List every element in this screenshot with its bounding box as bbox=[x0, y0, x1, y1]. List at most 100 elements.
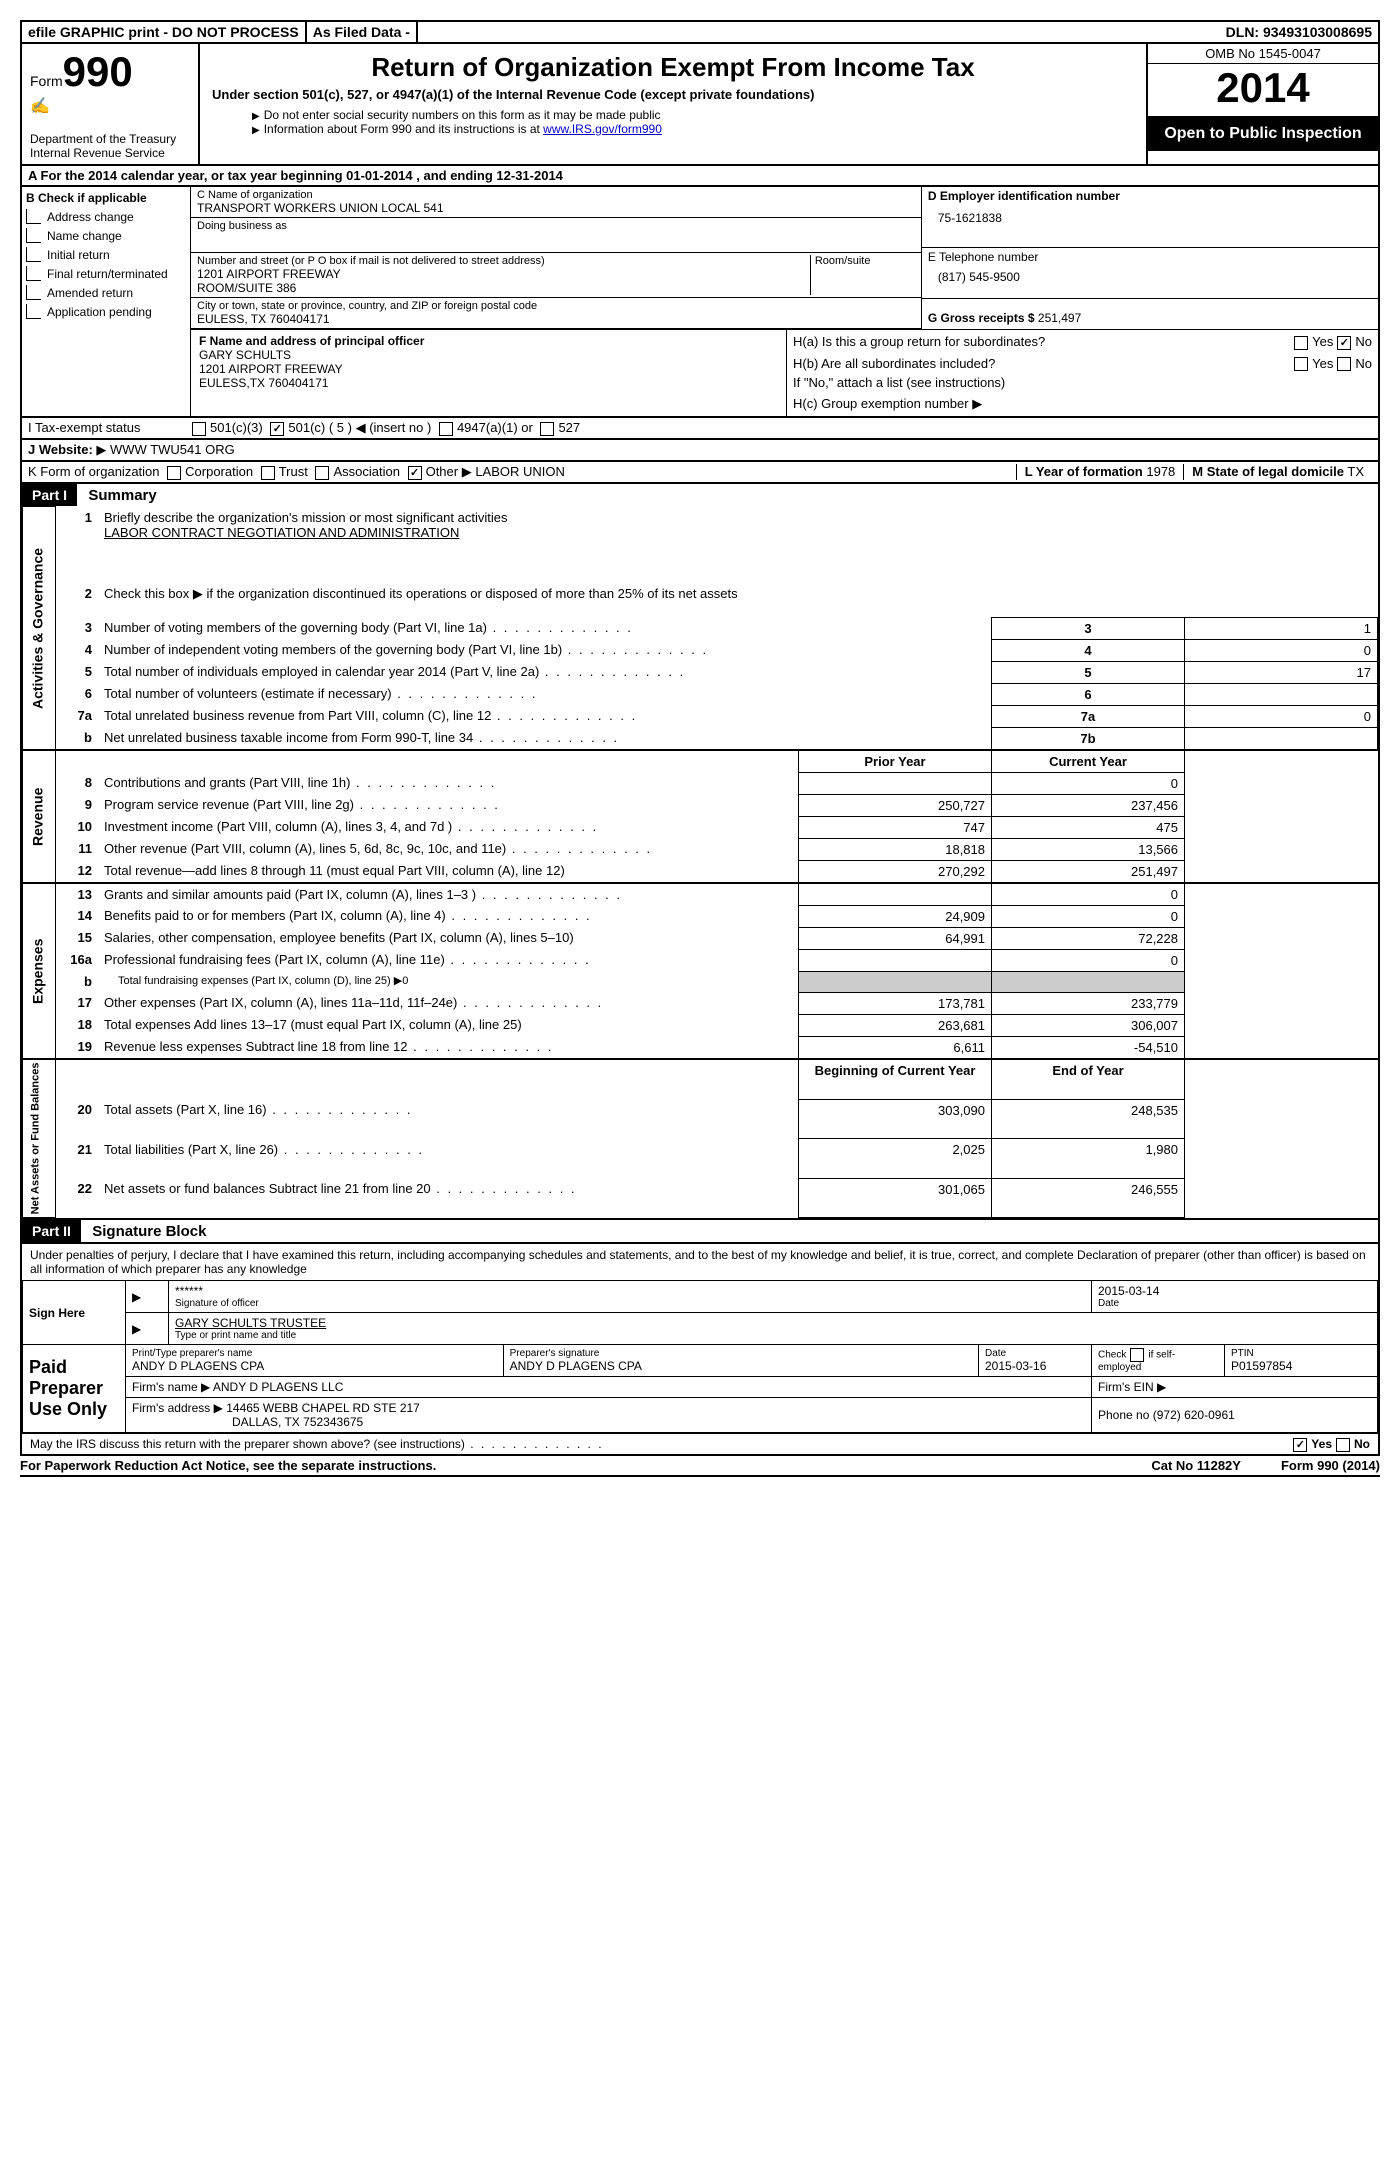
header-bar: efile GRAPHIC print - DO NOT PROCESS As … bbox=[20, 20, 1380, 44]
cb-name-change[interactable]: Name change bbox=[26, 228, 186, 243]
line-20: 20Total assets (Part X, line 16)303,0902… bbox=[23, 1099, 1378, 1139]
line-7a: 7aTotal unrelated business revenue from … bbox=[23, 705, 1378, 727]
vert-net-assets: Net Assets or Fund Balances bbox=[23, 1059, 56, 1218]
row-j-website: J Website: ▶ WWW TWU541 ORG bbox=[20, 440, 1380, 462]
omb-number: OMB No 1545-0047 bbox=[1148, 44, 1378, 64]
year-box: OMB No 1545-0047 2014 Open to Public Ins… bbox=[1146, 44, 1378, 164]
sig-date: 2015-03-14 bbox=[1098, 1284, 1371, 1298]
cb-hb-no[interactable] bbox=[1337, 357, 1351, 371]
cb-ha-no[interactable]: ✓ bbox=[1337, 336, 1351, 350]
right-info-col: D Employer identification number 75-1621… bbox=[921, 187, 1378, 329]
cb-501c3[interactable] bbox=[192, 422, 206, 436]
part-2-header: Part II bbox=[22, 1220, 81, 1242]
firm-phone: (972) 620-0961 bbox=[1153, 1408, 1235, 1422]
cat-no: Cat No 11282Y bbox=[1151, 1458, 1241, 1473]
form-title: Return of Organization Exempt From Incom… bbox=[212, 52, 1134, 83]
title-box: Return of Organization Exempt From Incom… bbox=[200, 44, 1146, 164]
line-16b: bTotal fundraising expenses (Part IX, co… bbox=[23, 971, 1378, 992]
part-1: Part I Summary Activities & Governance 1… bbox=[20, 484, 1380, 1220]
line-7b: bNet unrelated business taxable income f… bbox=[23, 727, 1378, 750]
form-number-box: Form990 ✍ Department of the Treasury Int… bbox=[22, 44, 200, 164]
dept-treasury: Department of the Treasury bbox=[30, 132, 190, 146]
line-22: 22Net assets or fund balances Subtract l… bbox=[23, 1178, 1378, 1218]
perjury-statement: Under penalties of perjury, I declare th… bbox=[22, 1244, 1378, 1280]
row-i-tax-status: I Tax-exempt status 501(c)(3) ✓501(c) ( … bbox=[20, 418, 1380, 440]
dept-irs: Internal Revenue Service bbox=[30, 146, 190, 160]
line-15: 15Salaries, other compensation, employee… bbox=[23, 927, 1378, 949]
ssn-warning: Do not enter social security numbers on … bbox=[264, 108, 661, 122]
website: WWW TWU541 ORG bbox=[110, 442, 235, 457]
cb-final-return[interactable]: Final return/terminated bbox=[26, 266, 186, 281]
cb-pending[interactable]: Application pending bbox=[26, 304, 186, 319]
vert-revenue: Revenue bbox=[23, 750, 56, 883]
officer-name: GARY SCHULTS bbox=[199, 348, 778, 362]
cb-trust[interactable] bbox=[261, 466, 275, 480]
as-filed: As Filed Data - bbox=[307, 22, 418, 42]
sign-here-label: Sign Here bbox=[23, 1281, 126, 1345]
section-h: H(a) Is this a group return for subordin… bbox=[786, 330, 1378, 416]
firm-name: ANDY D PLAGENS LLC bbox=[213, 1380, 344, 1394]
org-city: EULESS, TX 760404171 bbox=[197, 312, 915, 326]
line-8: 8Contributions and grants (Part VIII, li… bbox=[23, 772, 1378, 794]
line-18: 18Total expenses Add lines 13–17 (must e… bbox=[23, 1014, 1378, 1036]
part-2: Part II Signature Block bbox=[20, 1220, 1380, 1244]
open-public-badge: Open to Public Inspection bbox=[1148, 117, 1378, 151]
pra-notice: For Paperwork Reduction Act Notice, see … bbox=[20, 1458, 436, 1473]
line-4: 4Number of independent voting members of… bbox=[23, 639, 1378, 661]
dln: DLN: 93493103008695 bbox=[1220, 22, 1378, 42]
cb-discuss-yes[interactable]: ✓ bbox=[1293, 1438, 1307, 1452]
line-12: 12Total revenue—add lines 8 through 11 (… bbox=[23, 860, 1378, 883]
line-21: 21Total liabilities (Part X, line 26)2,0… bbox=[23, 1139, 1378, 1179]
signature-block: Under penalties of perjury, I declare th… bbox=[20, 1244, 1380, 1456]
cb-discuss-no[interactable] bbox=[1336, 1438, 1350, 1452]
summary-table: Activities & Governance 1 Briefly descri… bbox=[22, 506, 1378, 1218]
cb-other[interactable]: ✓ bbox=[408, 466, 422, 480]
gross-receipts: 251,497 bbox=[1038, 311, 1081, 325]
ein: 75-1621838 bbox=[928, 211, 1372, 225]
preparer-name: ANDY D PLAGENS CPA bbox=[132, 1359, 497, 1373]
line-17: 17Other expenses (Part IX, column (A), l… bbox=[23, 992, 1378, 1014]
firm-address: 14465 WEBB CHAPEL RD STE 217 bbox=[226, 1401, 420, 1415]
footer: For Paperwork Reduction Act Notice, see … bbox=[20, 1456, 1380, 1477]
vert-activities: Activities & Governance bbox=[23, 507, 56, 750]
cb-amended[interactable]: Amended return bbox=[26, 285, 186, 300]
form-subtitle: Under section 501(c), 527, or 4947(a)(1)… bbox=[212, 87, 1134, 102]
cb-self-employed[interactable] bbox=[1130, 1348, 1144, 1362]
line-19: 19Revenue less expenses Subtract line 18… bbox=[23, 1036, 1378, 1059]
part-1-header: Part I bbox=[22, 484, 77, 506]
line-16a: 16aProfessional fundraising fees (Part I… bbox=[23, 949, 1378, 971]
line-3: 3Number of voting members of the governi… bbox=[23, 617, 1378, 639]
paid-preparer-label: Paid Preparer Use Only bbox=[23, 1345, 126, 1433]
cb-hb-yes[interactable] bbox=[1294, 357, 1308, 371]
line-14: 14Benefits paid to or for members (Part … bbox=[23, 905, 1378, 927]
ptin: P01597854 bbox=[1231, 1359, 1371, 1373]
tax-year: 2014 bbox=[1148, 64, 1378, 117]
org-info-section: B Check if applicable Address change Nam… bbox=[20, 187, 1380, 418]
vert-expenses: Expenses bbox=[23, 883, 56, 1059]
cb-501c[interactable]: ✓ bbox=[270, 422, 284, 436]
officer-typed-name: GARY SCHULTS TRUSTEE bbox=[175, 1316, 1371, 1330]
cb-corp[interactable] bbox=[167, 466, 181, 480]
section-c-org: C Name of organization TRANSPORT WORKERS… bbox=[191, 187, 1378, 416]
org-street: 1201 AIRPORT FREEWAY bbox=[197, 267, 810, 281]
line-10: 10Investment income (Part VIII, column (… bbox=[23, 816, 1378, 838]
cb-527[interactable] bbox=[540, 422, 554, 436]
row-a-tax-year: A For the 2014 calendar year, or tax yea… bbox=[20, 166, 1380, 187]
section-b-checkboxes: B Check if applicable Address change Nam… bbox=[22, 187, 191, 416]
cb-ha-yes[interactable] bbox=[1294, 336, 1308, 350]
row-k-form-org: K Form of organization Corporation Trust… bbox=[20, 462, 1380, 484]
irs-link[interactable]: www.IRS.gov/form990 bbox=[543, 122, 662, 136]
line-6: 6Total number of volunteers (estimate if… bbox=[23, 683, 1378, 705]
line-9: 9Program service revenue (Part VIII, lin… bbox=[23, 794, 1378, 816]
phone: (817) 545-9500 bbox=[928, 270, 1372, 284]
mission: LABOR CONTRACT NEGOTIATION AND ADMINISTR… bbox=[104, 525, 459, 540]
cb-initial-return[interactable]: Initial return bbox=[26, 247, 186, 262]
line-5: 5Total number of individuals employed in… bbox=[23, 661, 1378, 683]
org-name: TRANSPORT WORKERS UNION LOCAL 541 bbox=[197, 201, 915, 215]
discuss-question: May the IRS discuss this return with the… bbox=[30, 1437, 604, 1451]
cb-assoc[interactable] bbox=[315, 466, 329, 480]
cb-address-change[interactable]: Address change bbox=[26, 209, 186, 224]
line-11: 11Other revenue (Part VIII, column (A), … bbox=[23, 838, 1378, 860]
form-header: Form990 ✍ Department of the Treasury Int… bbox=[20, 44, 1380, 166]
cb-4947[interactable] bbox=[439, 422, 453, 436]
